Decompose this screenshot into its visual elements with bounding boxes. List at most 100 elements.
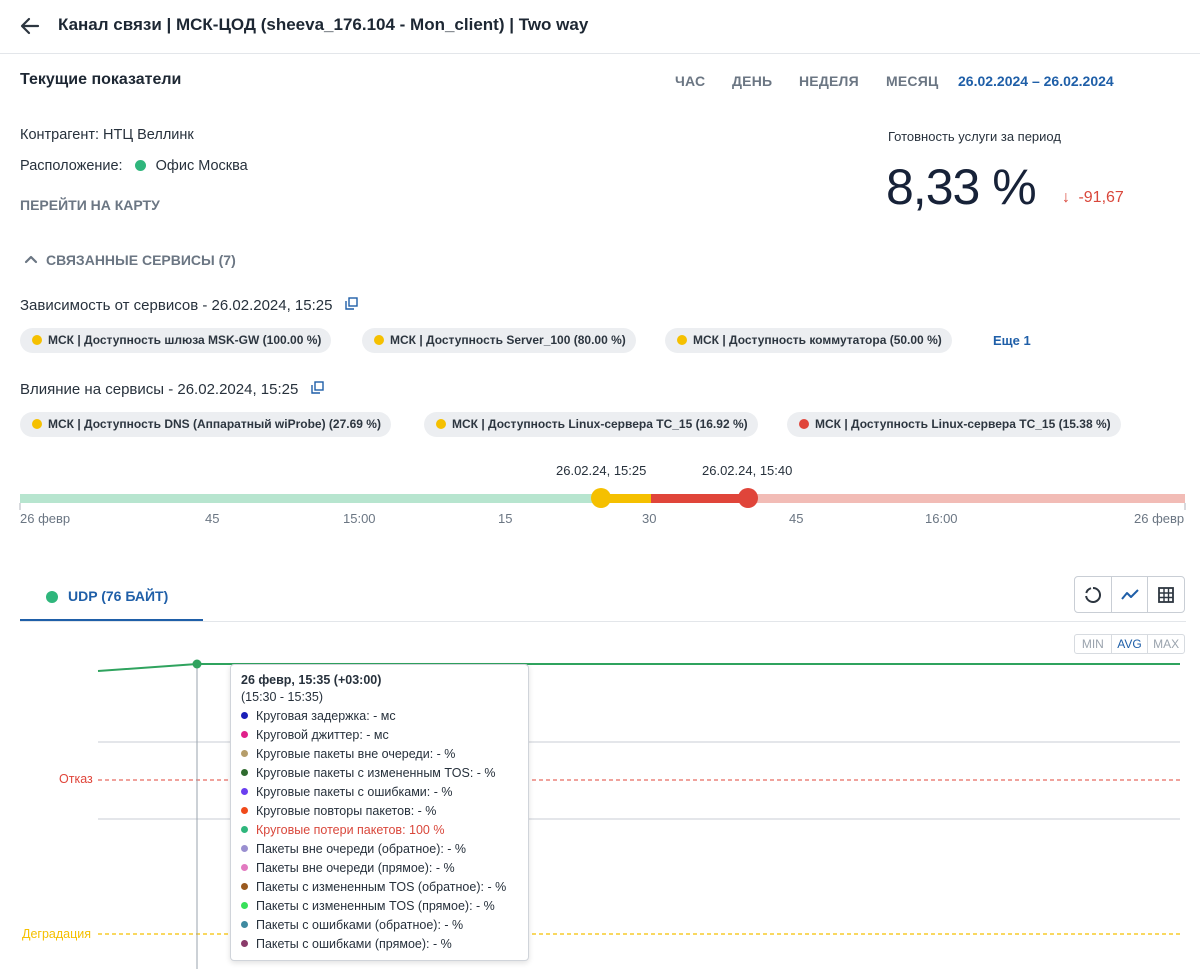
chevron-up-icon bbox=[24, 255, 38, 264]
influence-chip[interactable]: МСК | Доступность Linux-сервера TC_15 (1… bbox=[787, 412, 1121, 437]
status-dot bbox=[32, 335, 42, 345]
timeline-tick-label: 45 bbox=[789, 511, 804, 526]
influence-chip[interactable]: МСК | Доступность Linux-сервера TC_15 (1… bbox=[424, 412, 758, 437]
tooltip-row-text: Круговые пакеты с ошибками: - % bbox=[256, 785, 453, 799]
related-services-toggle[interactable]: СВЯЗАННЫЕ СЕРВИСЫ (7) bbox=[24, 252, 236, 268]
dependency-chip[interactable]: МСК | Доступность шлюза MSK-GW (100.00 %… bbox=[20, 328, 332, 353]
timeline-tick-label: 45 bbox=[205, 511, 220, 526]
tooltip-rows: Круговая задержка: - мс Круговой джиттер… bbox=[241, 707, 518, 954]
tooltip-row-text: Пакеты вне очереди (обратное): - % bbox=[256, 842, 467, 856]
legend-dot bbox=[241, 731, 248, 738]
timeline-segment-future bbox=[748, 494, 1185, 503]
tooltip-row: Пакеты с измененным TOS (обратное): - % bbox=[241, 878, 518, 897]
line-chart-icon bbox=[1120, 588, 1139, 600]
location-row: Расположение: Офис Москва bbox=[20, 158, 248, 174]
timeline-segment-fail bbox=[651, 494, 748, 503]
tooltip-row-text: Пакеты с измененным TOS (обратное): - % bbox=[256, 880, 507, 894]
tooltip-row: Круговая задержка: - мс bbox=[241, 707, 518, 726]
legend-dot bbox=[241, 769, 248, 776]
tooltip-row-text: Круговые пакеты вне очереди: - % bbox=[256, 747, 456, 761]
period-day[interactable]: ДЕНЬ bbox=[732, 73, 773, 89]
copy-icon[interactable] bbox=[344, 297, 358, 310]
timeline-handle-end[interactable] bbox=[738, 488, 758, 508]
agg-min[interactable]: MIN bbox=[1075, 635, 1112, 653]
timeline-marker-label: 26.02.24, 15:40 bbox=[702, 463, 793, 478]
readiness-value: 8,33 % bbox=[886, 159, 1037, 215]
agg-avg[interactable]: AVG bbox=[1112, 635, 1149, 653]
go-to-map-link[interactable]: ПЕРЕЙТИ НА КАРТУ bbox=[20, 197, 160, 213]
tooltip-row-text: Пакеты вне очереди (прямое): - % bbox=[256, 861, 455, 875]
tooltip-row-text: Круговые потери пакетов: 100 % bbox=[256, 823, 445, 837]
tab-divider bbox=[20, 621, 1186, 622]
arrow-down-icon: ↓ bbox=[1062, 189, 1070, 206]
chip-label: МСК | Доступность DNS (Аппаратный wiProb… bbox=[48, 417, 381, 431]
readiness-delta: ↓ -91,67 bbox=[1062, 189, 1124, 207]
back-arrow-icon[interactable] bbox=[16, 12, 44, 40]
influence-chip[interactable]: МСК | Доступность DNS (Аппаратный wiProb… bbox=[20, 412, 391, 437]
period-hour[interactable]: ЧАС bbox=[675, 73, 706, 89]
donut-icon bbox=[1084, 586, 1101, 603]
timeline-tick-label: 26 февр bbox=[1134, 511, 1185, 526]
more-services-link[interactable]: Еще 1 bbox=[993, 333, 1031, 348]
table-icon bbox=[1158, 586, 1175, 603]
location-value: Офис Москва bbox=[155, 158, 248, 174]
status-dot bbox=[436, 419, 446, 429]
timeline-tick-label: 26 февр bbox=[20, 511, 71, 526]
status-dot bbox=[799, 419, 809, 429]
tooltip-row: Круговые пакеты с измененным TOS: - % bbox=[241, 764, 518, 783]
tooltip-row-text: Круговые пакеты с измененным TOS: - % bbox=[256, 766, 496, 780]
legend-dot bbox=[241, 807, 248, 814]
dependency-chip[interactable]: МСК | Доступность коммутатора (50.00 %) bbox=[665, 328, 952, 353]
timeline-segment-ok bbox=[20, 494, 601, 503]
legend-dot bbox=[241, 750, 248, 757]
timeline-bar[interactable] bbox=[0, 480, 1200, 520]
period-month[interactable]: МЕСЯЦ bbox=[886, 73, 939, 89]
timeline-handle-start[interactable] bbox=[591, 488, 611, 508]
tooltip-row: Пакеты с ошибками (прямое): - % bbox=[241, 935, 518, 954]
legend-dot bbox=[241, 902, 248, 909]
tooltip-row: Пакеты с измененным TOS (прямое): - % bbox=[241, 897, 518, 916]
chip-label: МСК | Доступность Server_100 (80.00 %) bbox=[390, 333, 626, 347]
contractor-text: Контрагент: НТЦ Веллинк bbox=[20, 127, 194, 143]
timeline-tick-label: 15 bbox=[498, 511, 513, 526]
influence-title-row: Влияние на сервисы - 26.02.2024, 15:25 bbox=[20, 381, 324, 398]
tooltip-row: Круговые потери пакетов: 100 % bbox=[241, 821, 518, 840]
timeline-segment-warn bbox=[601, 494, 651, 503]
influence-chips: МСК | Доступность DNS (Аппаратный wiProb… bbox=[20, 412, 1160, 437]
tooltip-row: Пакеты с ошибками (обратное): - % bbox=[241, 916, 518, 935]
agg-max[interactable]: MAX bbox=[1153, 637, 1180, 651]
dependency-chip[interactable]: МСК | Доступность Server_100 (80.00 %) bbox=[362, 328, 636, 353]
chart-area[interactable] bbox=[0, 655, 1200, 969]
donut-view-button[interactable] bbox=[1075, 577, 1112, 612]
location-status-dot bbox=[134, 160, 146, 171]
fail-threshold-label: Отказ bbox=[59, 772, 93, 786]
dependency-title-row: Зависимость от сервисов - 26.02.2024, 15… bbox=[20, 297, 358, 314]
legend-dot bbox=[241, 883, 248, 890]
tooltip-row: Круговые пакеты вне очереди: - % bbox=[241, 745, 518, 764]
timeline-tick-label: 16:00 bbox=[925, 511, 958, 526]
tab-udp[interactable]: UDP (76 БАЙТ) bbox=[20, 580, 203, 622]
line-view-button[interactable] bbox=[1112, 577, 1149, 612]
status-dot bbox=[374, 335, 384, 345]
top-bar bbox=[0, 0, 1200, 54]
chip-label: МСК | Доступность коммутатора (50.00 %) bbox=[693, 333, 942, 347]
tooltip-row: Круговые повторы пакетов: - % bbox=[241, 802, 518, 821]
tab-udp-label: UDP (76 БАЙТ) bbox=[68, 588, 169, 604]
tooltip-row-text: Пакеты с ошибками (прямое): - % bbox=[256, 937, 452, 951]
location-label: Расположение: bbox=[20, 158, 123, 174]
table-view-button[interactable] bbox=[1148, 577, 1184, 612]
chip-label: МСК | Доступность Linux-сервера TC_15 (1… bbox=[452, 417, 748, 431]
period-week[interactable]: НЕДЕЛЯ bbox=[799, 73, 859, 89]
chip-label: МСК | Доступность Linux-сервера TC_15 (1… bbox=[815, 417, 1111, 431]
tooltip-title: 26 февр, 15:35 (+03:00) bbox=[241, 673, 382, 687]
tooltip-row-text: Круговой джиттер: - мс bbox=[256, 728, 389, 742]
legend-dot bbox=[241, 712, 248, 719]
date-range-picker[interactable]: 26.02.2024 – 26.02.2024 bbox=[958, 73, 1114, 89]
status-dot bbox=[32, 419, 42, 429]
legend-dot bbox=[241, 826, 248, 833]
dependency-chips: МСК | Доступность шлюза MSK-GW (100.00 %… bbox=[20, 328, 1120, 353]
legend-dot bbox=[241, 845, 248, 852]
view-mode-toggle bbox=[1074, 576, 1185, 613]
tooltip-row-text: Пакеты с измененным TOS (прямое): - % bbox=[256, 899, 495, 913]
copy-icon[interactable] bbox=[310, 381, 324, 394]
